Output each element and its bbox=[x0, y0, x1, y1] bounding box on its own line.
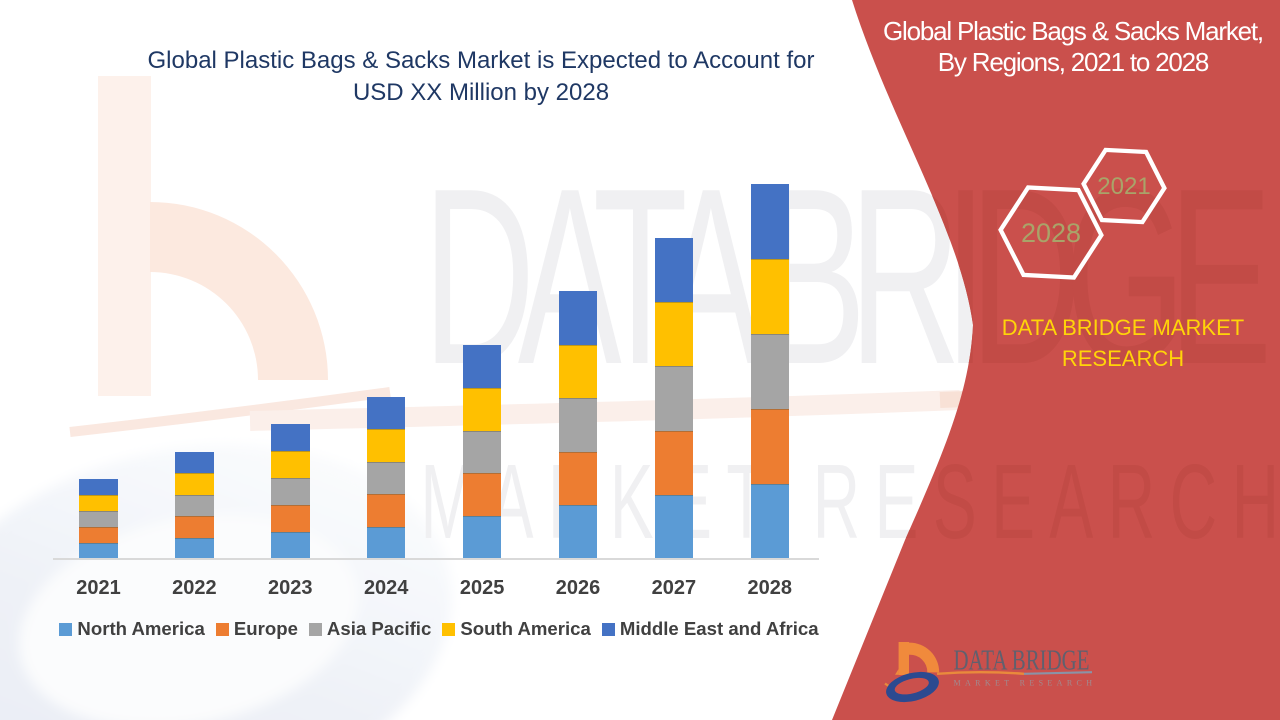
svg-text:DATA: DATA bbox=[953, 644, 1008, 676]
svg-text:MARKET RESEARCH: MARKET RESEARCH bbox=[954, 678, 1093, 687]
svg-text:MARKET RESEARCH: MARKET RESEARCH bbox=[420, 442, 1279, 561]
svg-text:BRIDGE: BRIDGE bbox=[1012, 644, 1090, 676]
svg-text:2021: 2021 bbox=[1097, 173, 1150, 200]
svg-text:2028: 2028 bbox=[1021, 218, 1081, 248]
